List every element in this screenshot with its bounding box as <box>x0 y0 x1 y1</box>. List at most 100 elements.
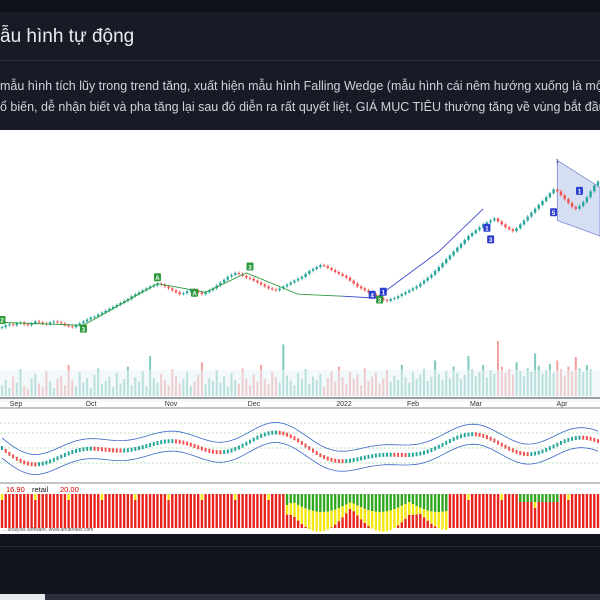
osc-candle <box>411 452 414 457</box>
svg-text:3: 3 <box>248 265 252 271</box>
histogram-bar <box>285 494 289 528</box>
candle <box>226 275 229 282</box>
osc-candle <box>471 432 474 437</box>
histogram-bar <box>556 494 559 528</box>
osc-candle <box>489 436 492 441</box>
osc-candle <box>123 448 126 453</box>
candle <box>530 211 533 219</box>
x-tick-label: 2022 <box>336 401 352 408</box>
histogram-bar <box>315 494 318 532</box>
histogram-bar <box>496 494 500 528</box>
histogram-bar <box>263 494 267 528</box>
osc-candle <box>197 445 200 450</box>
histogram-bar <box>589 494 592 528</box>
histogram-bar <box>393 494 396 529</box>
osc-candle <box>382 452 385 457</box>
osc-candle <box>78 447 81 452</box>
osc-candle <box>334 458 337 463</box>
osc-candle <box>130 447 133 452</box>
candle <box>263 283 266 288</box>
x-tick-label: Oct <box>86 401 97 408</box>
svg-text:3: 3 <box>82 327 86 333</box>
candle <box>363 286 366 292</box>
candle <box>208 288 211 294</box>
candle <box>78 321 81 327</box>
candle <box>252 277 255 283</box>
osc-candle <box>326 456 329 461</box>
osc-candle <box>515 449 518 454</box>
candle <box>430 273 433 280</box>
histogram-bar <box>363 494 366 528</box>
histogram-bar <box>382 494 385 532</box>
osc-candle <box>541 449 544 454</box>
histogram-bar <box>337 494 341 528</box>
x-tick-label: Mar <box>470 401 483 408</box>
osc-candle <box>559 440 562 445</box>
osc-candle <box>341 459 344 464</box>
candle <box>141 288 144 294</box>
candle <box>30 321 33 327</box>
histogram-bar <box>185 494 189 528</box>
candle <box>419 282 422 288</box>
x-axis-ticks: Sep Oct Nov Dec 2022 Feb Mar Apr <box>10 401 568 408</box>
histogram-bar <box>578 494 581 528</box>
osc-candle <box>8 451 11 456</box>
osc-candle <box>156 440 159 445</box>
candle <box>34 319 37 325</box>
candle <box>463 238 466 246</box>
histogram-bar <box>137 494 141 528</box>
osc-candle <box>19 458 22 463</box>
osc-candle <box>448 439 451 444</box>
histogram-bar <box>145 494 148 528</box>
pattern-label: 3 <box>246 262 254 271</box>
histogram-bar <box>352 494 355 528</box>
pattern-label: A <box>190 288 198 298</box>
candle <box>289 281 292 287</box>
histogram-bar <box>570 494 574 528</box>
histogram-bar <box>452 494 455 528</box>
histogram-bar <box>367 494 370 528</box>
candle <box>500 219 503 226</box>
candle <box>408 288 411 294</box>
osc-candle <box>93 446 96 451</box>
histogram-bar <box>530 494 533 528</box>
candle <box>4 323 7 329</box>
histogram-bar <box>156 494 159 528</box>
osc-candle <box>26 461 29 466</box>
price-chart-svg: 23AA3341351111 SepOctNovDec2022FebMarApr… <box>0 130 600 535</box>
histogram-bar <box>426 494 429 528</box>
svg-text:4: 4 <box>371 294 375 300</box>
osc-candle <box>152 441 155 446</box>
histogram-bar <box>519 494 522 528</box>
pattern-label: 1 <box>483 223 491 233</box>
candle <box>533 207 537 215</box>
tab-indicator[interactable] <box>0 594 45 600</box>
osc-candle <box>437 444 440 449</box>
histogram-bar <box>559 494 563 528</box>
histogram-bar <box>437 494 441 529</box>
osc-candle <box>315 451 318 456</box>
indicator-value: 20.00 <box>60 485 79 494</box>
pattern-label: 3 <box>487 235 495 244</box>
osc-candle <box>60 454 63 459</box>
candle <box>204 290 207 296</box>
candle <box>389 297 392 303</box>
candle <box>156 282 159 288</box>
histogram-bar <box>396 494 400 528</box>
candle <box>367 288 370 294</box>
candle <box>211 286 215 292</box>
osc-candle <box>52 457 55 462</box>
histogram-bar <box>234 494 237 528</box>
candle <box>567 197 570 205</box>
histogram-bar <box>593 494 596 528</box>
osc-candle <box>271 430 274 435</box>
candle <box>56 319 59 324</box>
stock-chart-image: 23AA3341351111 SepOctNovDec2022FebMarApr… <box>0 130 600 535</box>
candle <box>352 279 355 286</box>
osc-candle <box>497 440 500 445</box>
histogram-bar <box>526 494 529 528</box>
bottom-divider <box>0 546 600 547</box>
candle <box>137 290 141 296</box>
falling-wedge-pattern <box>556 159 600 237</box>
histogram-bar <box>45 494 48 528</box>
